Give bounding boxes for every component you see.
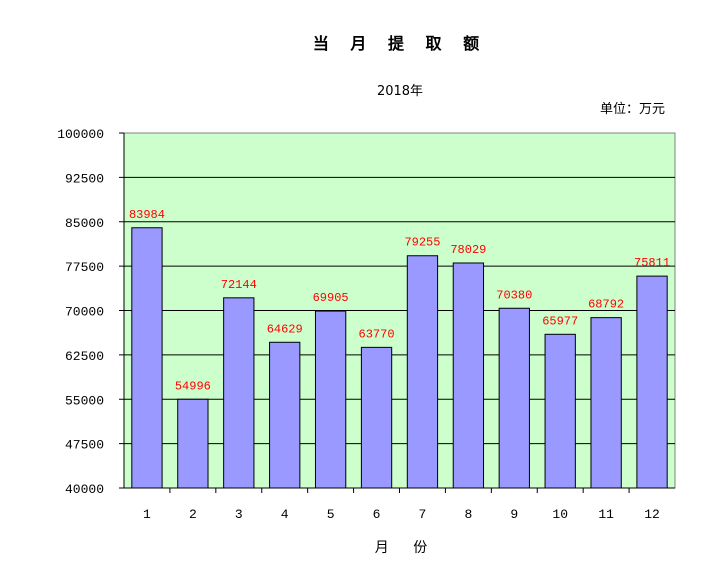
y-tick-label: 77500 [65,260,104,275]
bar [177,398,209,489]
x-tick-label: 5 [327,507,335,522]
bar [406,255,439,489]
data-label: 64629 [267,322,303,336]
x-tick-label: 1 [143,507,151,522]
bar [223,297,255,489]
data-label: 54996 [175,379,211,393]
data-label: 83984 [129,208,165,222]
x-tick-label: 2 [189,507,197,522]
x-tick-label: 10 [552,507,568,522]
data-labels: 83984 54996 72144 64629 69905 63770 79255 78029… [129,208,670,394]
y-tick-label: 70000 [65,305,104,320]
grid-lines [119,132,675,493]
y-tick-label: 100000 [57,127,104,142]
y-tick-label: 47500 [65,438,104,453]
bar [498,307,530,489]
data-label: 69905 [313,291,349,305]
x-axis-label: 月 份 [375,540,437,556]
x-tick-label: 4 [281,507,289,522]
data-label: 63770 [359,327,395,341]
data-label: 75811 [634,256,670,270]
data-label: 65977 [542,314,578,328]
chart-title: 当 月 提 取 额 [312,34,488,53]
y-tick-label: 85000 [65,216,104,231]
x-tick-label: 3 [235,507,243,522]
bar [314,310,347,489]
bars [131,227,668,489]
y-tick-label: 62500 [65,349,104,364]
data-label: 68792 [588,298,624,312]
data-label: 70380 [496,288,532,302]
chart-subtitle: 2018年 [376,84,424,99]
x-tick-label: 6 [373,507,381,522]
x-tick-label: 8 [464,507,472,522]
bar [636,275,668,489]
y-tick-label: 40000 [65,482,104,497]
bar [360,346,393,489]
x-tick-label: 12 [644,507,660,522]
x-tick-label: 11 [598,507,614,522]
bar [544,333,576,489]
unit-label: 单位：万元 [599,102,665,117]
y-tick-label: 92500 [65,171,104,186]
bar [590,317,622,489]
x-tick-label: 9 [510,507,518,522]
x-tick-labels: 1 2 3 4 5 6 7 8 9 10 11 12 [143,507,660,522]
data-label: 79255 [404,236,440,250]
bar [269,341,301,489]
data-label: 72144 [221,278,257,292]
bar [131,227,163,489]
data-label: 78029 [450,243,486,257]
y-tick-labels: 40000 47500 55000 62500 70000 77500 85000 92500… [57,127,104,497]
y-tick-label: 55000 [65,393,104,408]
bar [452,262,485,489]
x-tick-label: 7 [419,507,427,522]
